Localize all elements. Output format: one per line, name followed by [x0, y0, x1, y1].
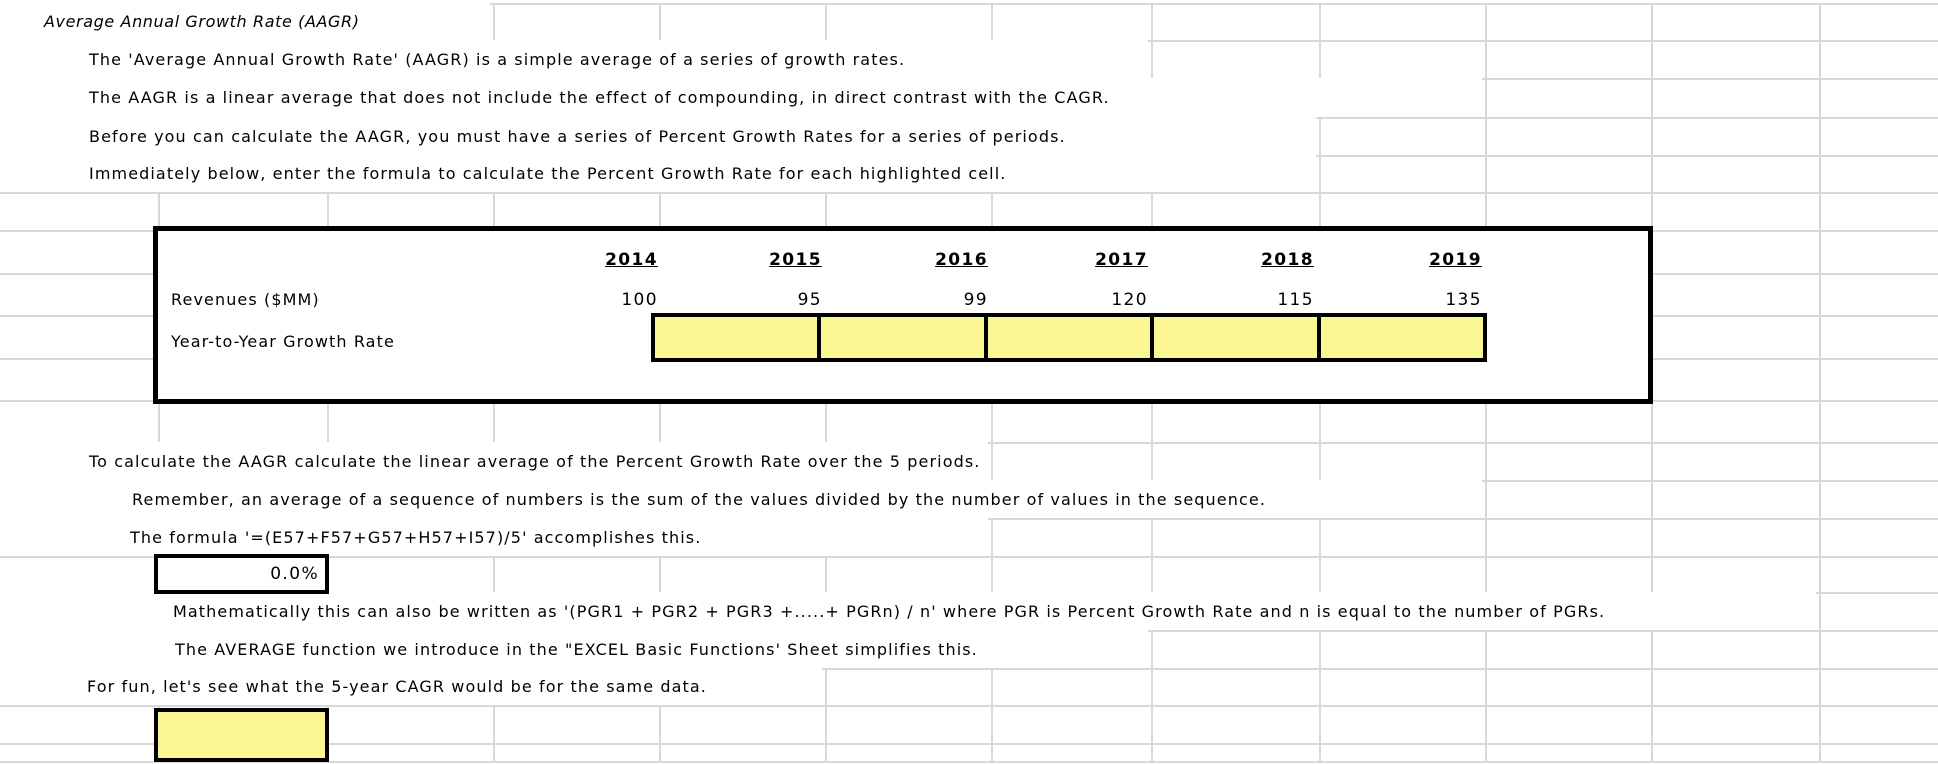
year-header: 2018 [1261, 250, 1314, 270]
growth-rate-input-cell[interactable] [1316, 313, 1488, 362]
cagr-input-cell[interactable] [154, 708, 329, 762]
intro-line-2: The AAGR is a linear average that does n… [89, 88, 1110, 107]
intro-line-row: The AAGR is a linear average that does n… [0, 78, 1482, 117]
gridline [1819, 3, 1821, 761]
revenue-value: 115 [1277, 290, 1314, 310]
gridline [0, 705, 1938, 707]
gridline [0, 556, 1938, 558]
aagr-line-3: The formula '=(E57+F57+G57+H57+I57)/5' a… [130, 527, 702, 547]
intro-line-4: Immediately below, enter the formula to … [89, 164, 1007, 183]
growth-rate-input-cell[interactable] [651, 313, 822, 362]
revenue-value: 135 [1445, 290, 1482, 310]
revenue-data-table: 2014 2015 2016 2017 2018 2019 Revenues (… [153, 226, 1653, 404]
year-header: 2015 [769, 250, 822, 270]
sheet-title: Average Annual Growth Rate (AAGR) [44, 12, 360, 31]
gridline [0, 3, 1938, 5]
growth-row-label: Year-to-Year Growth Rate [171, 332, 395, 351]
intro-line-row: Immediately below, enter the formula to … [0, 155, 1316, 192]
aagr-result-cell[interactable]: 0.0% [154, 554, 329, 594]
aagr-line-row: The formula '=(E57+F57+G57+H57+I57)/5' a… [0, 518, 988, 556]
revenue-value: 100 [621, 290, 658, 310]
aagr-line-row: Mathematically this can also be written … [0, 592, 1816, 630]
aagr-line-5: The AVERAGE function we introduce in the… [175, 639, 978, 659]
intro-line-1: The 'Average Annual Growth Rate' (AAGR) … [89, 49, 906, 69]
year-header: 2017 [1095, 250, 1148, 270]
year-header: 2016 [935, 250, 988, 270]
gridline [0, 743, 1938, 745]
aagr-line-2: Remember, an average of a sequence of nu… [132, 489, 1267, 509]
aagr-line-row: Remember, an average of a sequence of nu… [0, 480, 1482, 518]
intro-line-row: Before you can calculate the AAGR, you m… [0, 117, 1316, 155]
revenues-row-label: Revenues ($MM) [171, 290, 320, 309]
intro-line-3: Before you can calculate the AAGR, you m… [89, 126, 1066, 146]
revenue-value: 95 [797, 290, 822, 310]
growth-rate-input-cell[interactable] [817, 313, 988, 362]
growth-rate-input-cell[interactable] [983, 313, 1155, 362]
year-header: 2014 [605, 250, 658, 270]
revenue-value: 120 [1111, 290, 1148, 310]
revenue-value: 99 [963, 290, 988, 310]
gridline [0, 668, 1938, 670]
gridline [0, 192, 1938, 194]
growth-rate-input-cell[interactable] [1150, 313, 1321, 362]
aagr-line-row: For fun, let's see what the 5-year CAGR … [0, 668, 822, 705]
sheet-title-row: Average Annual Growth Rate (AAGR) [0, 3, 490, 40]
year-header: 2019 [1429, 250, 1482, 270]
intro-line-row: The 'Average Annual Growth Rate' (AAGR) … [0, 40, 1148, 78]
aagr-line-4: Mathematically this can also be written … [173, 601, 1606, 621]
aagr-line-row: The AVERAGE function we introduce in the… [0, 630, 1148, 668]
growth-rate-input-row [651, 313, 1488, 362]
gridline [0, 761, 1938, 763]
aagr-line-1: To calculate the AAGR calculate the line… [89, 451, 981, 471]
aagr-line-6: For fun, let's see what the 5-year CAGR … [87, 677, 707, 696]
aagr-line-row: To calculate the AAGR calculate the line… [0, 442, 988, 480]
